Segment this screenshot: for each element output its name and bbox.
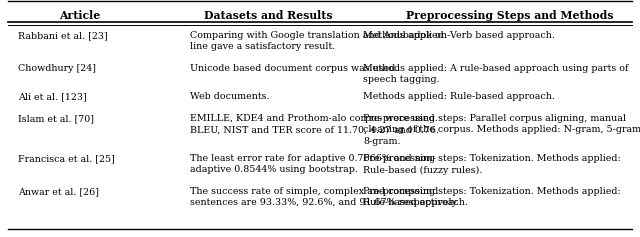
Text: Web documents.: Web documents. xyxy=(190,92,269,101)
Text: Methods applied: Rule-based approach.: Methods applied: Rule-based approach. xyxy=(363,92,555,101)
Text: Methods applied: A rule-based approach using parts of
speech tagging.: Methods applied: A rule-based approach u… xyxy=(363,64,628,84)
Text: Chowdhury [24]: Chowdhury [24] xyxy=(18,64,96,73)
Text: Anwar et al. [26]: Anwar et al. [26] xyxy=(18,187,99,196)
Text: Comparing with Google translation and Anubadok on-
line gave a satisfactory resu: Comparing with Google translation and An… xyxy=(190,31,451,51)
Text: Preprocessing Steps and Methods: Preprocessing Steps and Methods xyxy=(406,10,614,21)
Text: Pre-processing steps: Tokenization. Methods applied:
Rule-based approach.: Pre-processing steps: Tokenization. Meth… xyxy=(363,187,621,207)
Text: The least error rate for adaptive 0.7666% and non-
adaptive 0.8544% using bootst: The least error rate for adaptive 0.7666… xyxy=(190,154,436,174)
Text: Datasets and Results: Datasets and Results xyxy=(204,10,332,21)
Text: Rabbani et al. [23]: Rabbani et al. [23] xyxy=(18,31,108,40)
Text: EMILLE, KDE4 and Prothom-alo corpus were used.
BLEU, NIST and TER score of 11.70: EMILLE, KDE4 and Prothom-alo corpus were… xyxy=(190,114,439,134)
Text: Francisca et al. [25]: Francisca et al. [25] xyxy=(18,154,115,163)
Text: Article: Article xyxy=(60,10,100,21)
Text: Ali et al. [123]: Ali et al. [123] xyxy=(18,92,87,101)
Text: The success rate of simple, complex and compound
sentences are 93.33%, 92.6%, an: The success rate of simple, complex and … xyxy=(190,187,459,207)
Text: Methods applied: Verb based approach.: Methods applied: Verb based approach. xyxy=(363,31,555,40)
Text: Pre-processing steps: Tokenization. Methods applied:
Rule-based (fuzzy rules).: Pre-processing steps: Tokenization. Meth… xyxy=(363,154,621,175)
Text: Unicode based document corpus was used.: Unicode based document corpus was used. xyxy=(190,64,398,73)
Text: Islam et al. [70]: Islam et al. [70] xyxy=(18,114,94,123)
Text: Pre-processing steps: Parallel corpus aligning, manual
cleaning of the corpus. M: Pre-processing steps: Parallel corpus al… xyxy=(363,114,640,146)
